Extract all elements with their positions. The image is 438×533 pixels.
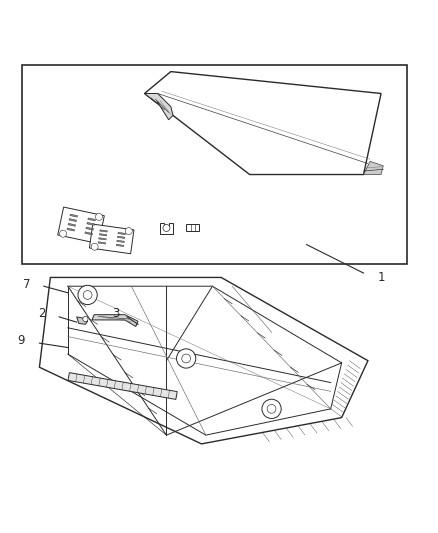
Text: 3: 3	[113, 308, 120, 320]
Polygon shape	[116, 244, 124, 247]
Circle shape	[182, 354, 191, 363]
Polygon shape	[70, 214, 78, 217]
Text: 7: 7	[23, 278, 31, 290]
Circle shape	[83, 290, 92, 300]
Circle shape	[177, 349, 196, 368]
Polygon shape	[100, 230, 107, 232]
Polygon shape	[68, 223, 76, 227]
Polygon shape	[86, 227, 94, 230]
Polygon shape	[67, 228, 74, 231]
Polygon shape	[117, 236, 125, 238]
Polygon shape	[92, 314, 138, 327]
Polygon shape	[118, 232, 126, 235]
Polygon shape	[87, 222, 95, 225]
Polygon shape	[145, 71, 381, 174]
Circle shape	[78, 285, 97, 304]
Circle shape	[163, 224, 170, 231]
Polygon shape	[145, 93, 173, 120]
Text: 1: 1	[377, 271, 385, 284]
Text: 2: 2	[38, 308, 46, 320]
Text: 9: 9	[17, 335, 25, 348]
Circle shape	[267, 405, 276, 413]
Circle shape	[262, 399, 281, 418]
Polygon shape	[186, 224, 199, 231]
Polygon shape	[99, 238, 106, 240]
Circle shape	[91, 243, 98, 250]
Polygon shape	[88, 218, 95, 221]
Polygon shape	[39, 278, 368, 444]
Polygon shape	[68, 373, 177, 399]
Polygon shape	[160, 223, 173, 233]
Circle shape	[60, 230, 67, 237]
Polygon shape	[89, 224, 134, 254]
Polygon shape	[69, 219, 77, 222]
Polygon shape	[364, 161, 383, 174]
Polygon shape	[98, 241, 106, 244]
Circle shape	[125, 228, 132, 235]
Polygon shape	[99, 233, 107, 236]
Polygon shape	[58, 207, 104, 244]
Circle shape	[95, 213, 102, 221]
Polygon shape	[85, 232, 92, 235]
Polygon shape	[77, 317, 88, 324]
Bar	[22, 65, 407, 264]
Circle shape	[83, 317, 88, 322]
Polygon shape	[117, 240, 124, 243]
